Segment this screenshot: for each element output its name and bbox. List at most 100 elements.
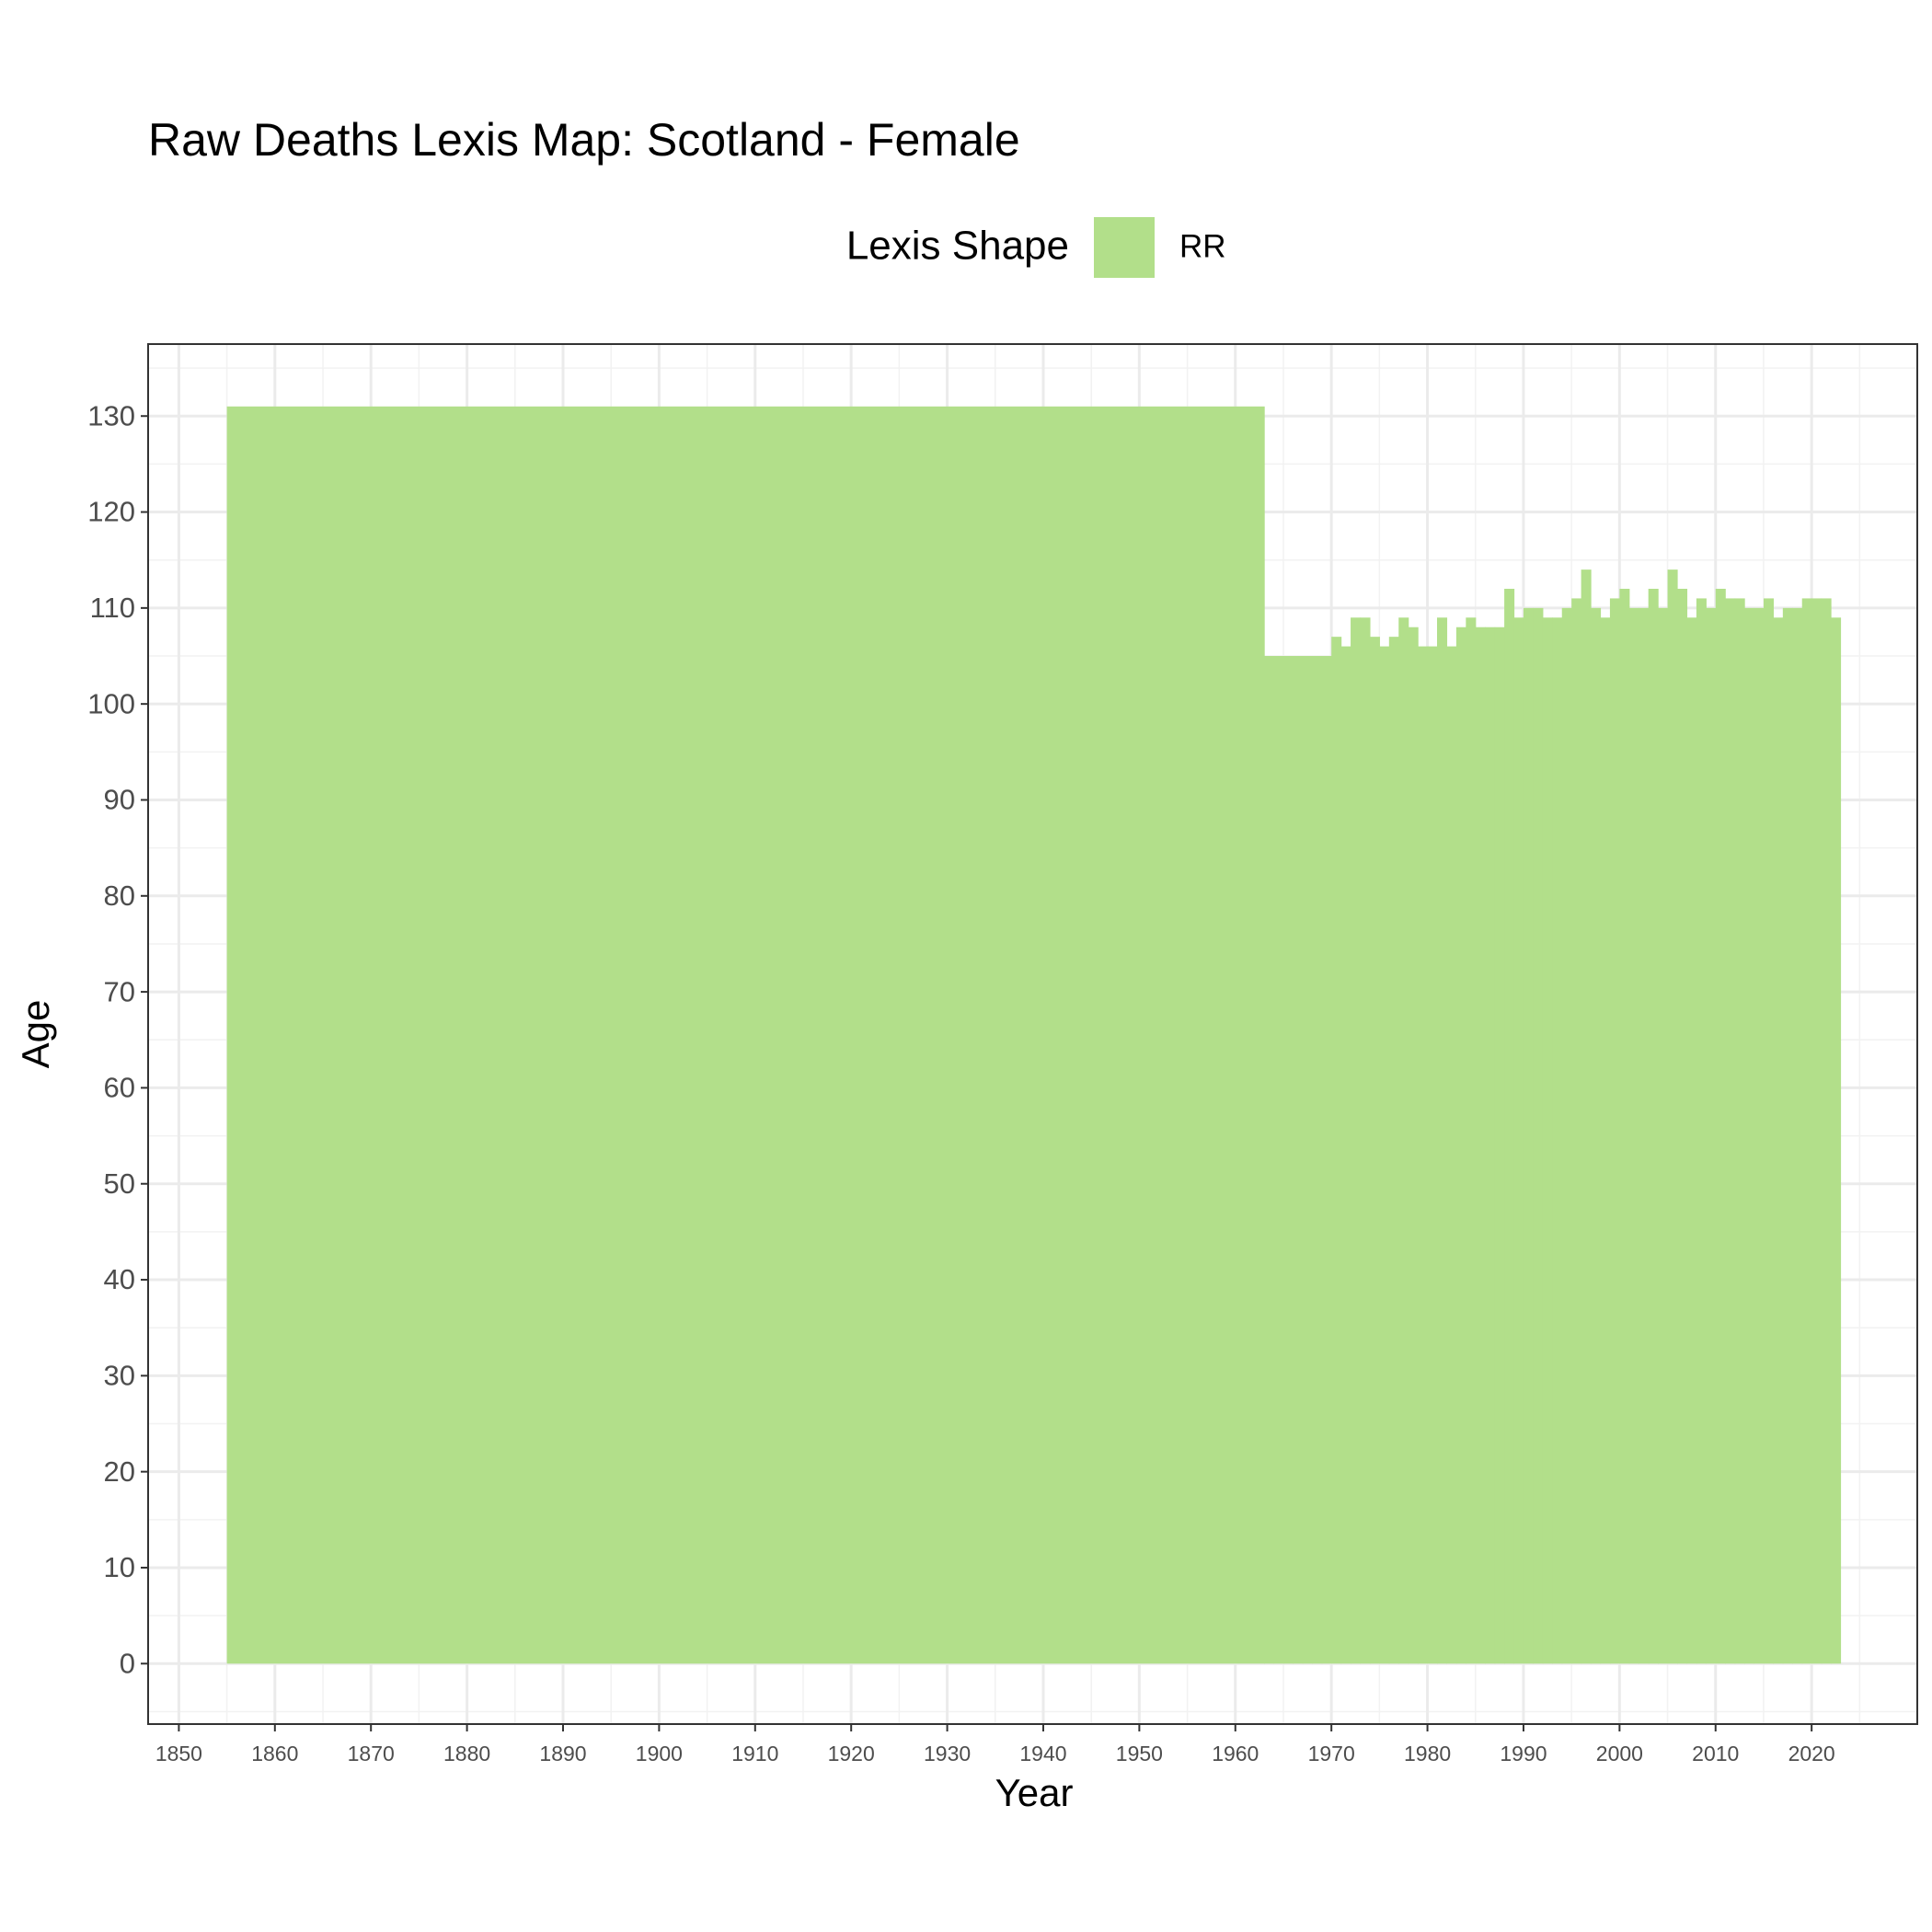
lexis-cell <box>1744 607 1755 1664</box>
lexis-cell <box>1552 617 1563 1664</box>
x-tick-label: 1890 <box>539 1742 586 1765</box>
lexis-cell <box>1628 607 1639 1664</box>
lexis-cell <box>1725 598 1736 1664</box>
lexis-cell <box>1677 588 1688 1664</box>
lexis-cell <box>1581 569 1592 1664</box>
lexis-cell <box>1734 598 1745 1664</box>
plot-border <box>147 343 1918 1725</box>
x-tick-label: 1950 <box>1116 1742 1163 1765</box>
lexis-cell <box>1619 588 1630 1664</box>
y-tick-label: 20 <box>104 1455 135 1488</box>
lexis-cell <box>1523 607 1535 1664</box>
y-tick-label: 130 <box>87 399 135 431</box>
x-tick-label: 1870 <box>348 1742 395 1765</box>
lexis-cell <box>1504 588 1515 1664</box>
lexis-cell <box>1455 627 1466 1664</box>
y-tick-label: 100 <box>87 687 135 719</box>
x-tick-label: 1910 <box>731 1742 778 1765</box>
lexis-cell <box>1302 656 1313 1664</box>
y-tick-label: 90 <box>104 784 135 816</box>
lexis-cell <box>1571 598 1582 1664</box>
lexis-cell <box>1600 617 1611 1664</box>
lexis-cell <box>1533 607 1544 1664</box>
y-tick-label: 10 <box>104 1551 135 1583</box>
x-tick-label: 1850 <box>155 1742 202 1765</box>
lexis-cell <box>1715 588 1726 1664</box>
lexis-cell <box>1273 656 1284 1664</box>
lexis-cell <box>1293 656 1304 1664</box>
lexis-cell <box>1427 646 1438 1664</box>
lexis-cell <box>1763 598 1775 1664</box>
y-tick-label: 50 <box>104 1167 135 1200</box>
x-tick-label: 1980 <box>1404 1742 1451 1765</box>
x-tick-label: 1920 <box>828 1742 875 1765</box>
legend-key <box>1094 217 1155 278</box>
lexis-cell <box>1667 569 1678 1664</box>
lexis-cell <box>1821 598 1832 1664</box>
x-tick-label: 1930 <box>924 1742 971 1765</box>
lexis-cell <box>1408 627 1419 1664</box>
lexis-cell <box>1639 607 1650 1664</box>
lexis-cell <box>1369 637 1380 1664</box>
x-tick-label: 1990 <box>1500 1742 1547 1765</box>
lexis-cell <box>1561 607 1572 1664</box>
lexis-cell <box>1398 617 1409 1664</box>
lexis-cell <box>1312 656 1323 1664</box>
lexis-cell <box>1485 627 1496 1664</box>
x-tick-label: 1880 <box>443 1742 490 1765</box>
x-tick-label: 1940 <box>1019 1742 1066 1765</box>
lexis-cell <box>1792 607 1803 1664</box>
lexis-cell <box>1331 637 1342 1664</box>
lexis-cell <box>1542 617 1553 1664</box>
lexis-cell <box>1801 598 1812 1664</box>
legend-label: RR <box>1179 228 1226 264</box>
x-tick-label: 1970 <box>1308 1742 1355 1765</box>
lexis-cell <box>1494 627 1505 1664</box>
y-tick-label: 70 <box>104 975 135 1007</box>
y-tick-label: 30 <box>104 1360 135 1392</box>
lexis-cell <box>1658 607 1669 1664</box>
lexis-cell <box>1282 656 1294 1664</box>
lexis-cell <box>1360 617 1371 1664</box>
lexis-cell <box>1466 617 1477 1664</box>
x-tick-label: 1900 <box>636 1742 683 1765</box>
lexis-cell <box>1591 607 1602 1664</box>
lexis-cell <box>226 406 1265 1664</box>
chart-title: Raw Deaths Lexis Map: Scotland - Female <box>148 114 1020 166</box>
lexis-cell <box>1696 598 1707 1664</box>
lexis-cell <box>1388 637 1399 1664</box>
x-tick-label: 2000 <box>1596 1742 1643 1765</box>
lexis-cell <box>1686 617 1697 1664</box>
y-tick-label: 110 <box>90 592 135 624</box>
lexis-cell <box>1773 617 1784 1664</box>
x-tick-label: 2010 <box>1692 1742 1739 1765</box>
lexis-cell <box>1782 607 1793 1664</box>
y-tick-label: 80 <box>104 880 135 912</box>
lexis-cell <box>1811 598 1823 1664</box>
lexis-cell <box>1351 617 1362 1664</box>
lexis-cell <box>1321 656 1332 1664</box>
lexis-cell <box>1513 617 1524 1664</box>
x-tick-label: 2020 <box>1788 1742 1835 1765</box>
lexis-cell <box>1609 598 1620 1664</box>
y-axis-title: Age <box>14 1000 57 1069</box>
y-tick-label: 120 <box>87 496 135 528</box>
y-tick-label: 0 <box>120 1647 135 1679</box>
lexis-cell <box>1446 646 1457 1664</box>
lexis-cell <box>1379 646 1390 1664</box>
lexis-cell <box>1264 656 1275 1664</box>
lexis-cell <box>1418 646 1429 1664</box>
x-tick-label: 1860 <box>251 1742 298 1765</box>
lexis-cell <box>1340 646 1351 1664</box>
y-tick-label: 60 <box>104 1072 135 1104</box>
lexis-cell <box>1475 627 1486 1664</box>
x-tick-label: 1960 <box>1212 1742 1259 1765</box>
lexis-cell <box>1754 607 1765 1664</box>
x-axis-title: Year <box>995 1771 1074 1814</box>
lexis-cell <box>1437 617 1448 1664</box>
lexis-cell <box>1648 588 1659 1664</box>
y-tick-label: 40 <box>104 1263 135 1295</box>
lexis-cell <box>1831 617 1842 1664</box>
legend-title: Lexis Shape <box>846 224 1069 269</box>
